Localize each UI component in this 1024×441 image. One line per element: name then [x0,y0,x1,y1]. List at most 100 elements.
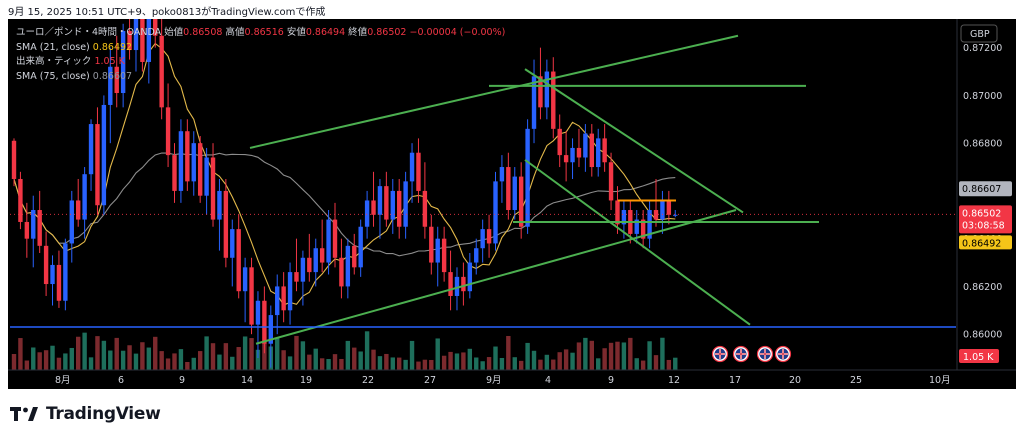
volume-bar [596,358,601,370]
drawings [10,34,956,345]
candle-body [589,133,594,168]
legend-open-label: 始値 [164,27,184,38]
candle-body [615,200,620,225]
sma75-path [13,152,676,257]
time-tick-label: 20 [789,375,801,386]
candle-body [294,272,299,282]
volume-bar [390,357,395,370]
candle-body [403,181,408,227]
uk-flag-icon [774,345,792,363]
sma75-tag-box [959,181,1012,197]
volume-bar [307,354,312,370]
time-tick-label: 22 [362,375,374,386]
volume-bar [300,341,306,370]
price-chart[interactable]: 0.872000.870000.868000.866000.864000.862… [8,19,1016,389]
volume-bar [653,355,659,370]
volume-bar [249,338,254,370]
candle-body [640,219,646,239]
volume-bar [217,354,222,370]
legend-row-sma75: SMA (75, close) 0.86607 [16,70,505,85]
volume-bar [371,349,376,370]
volume-bar [583,337,588,370]
volume-bar [474,357,479,370]
volume-bar [499,357,505,370]
volume-bar [43,350,49,370]
volume-bar [114,337,119,370]
event-markers [711,345,792,363]
time-tick-label: 9 [608,375,614,386]
candle-body [461,276,466,292]
sma21-price-tag: 0.86492 [959,235,1012,250]
candle-body [441,238,447,273]
candle-body [172,155,177,191]
candle-body [120,30,126,94]
uk-flag-icon [732,345,750,363]
legend-sma75-label: SMA (75, close) [16,70,90,82]
volume-bar [108,350,113,370]
candle-body [127,30,132,51]
volume-bar [467,348,473,370]
candle-body [31,210,36,239]
volume-bar [31,347,36,370]
volume-bar [18,338,23,370]
sma21-path [13,42,676,306]
volume-bar [345,340,351,370]
volume-bar [178,349,184,370]
candle-body [499,167,505,182]
volume-bar [255,349,261,370]
volume-bar [63,353,68,370]
volume-bar [120,350,126,370]
candle-body [88,124,94,175]
uk-flag-icon [756,345,774,363]
volume-bar [50,345,55,370]
volume-bar [531,350,537,370]
volume-bar [480,361,485,370]
tradingview-logo-text: TradingView [46,404,161,424]
volume-bar [364,331,370,370]
volume-bar [95,336,100,370]
candle-body [159,35,164,108]
candle-body [429,226,434,263]
volume-bar [281,350,286,370]
legend-close-value: 0.86502 [367,27,407,38]
volume-tag-box [959,349,999,363]
time-tick-label: 6 [118,375,124,386]
candle-body [249,267,254,325]
candle-body [332,219,338,258]
candle-body [82,174,87,220]
tradingview-logo[interactable]: TradingView [10,404,161,424]
descending-top-line [524,68,744,214]
candle-body [634,219,639,234]
volume-bar [397,357,402,370]
volume-bar [223,343,229,370]
price-tick-label: 0.86200 [963,282,1002,293]
candle-body [11,140,17,179]
candle-body [281,286,286,311]
time-tick-label: 9 [179,375,185,386]
candle-body [486,229,492,244]
candle-body [275,286,280,316]
candle-body [525,128,530,227]
descending-bottom-line [524,159,751,326]
candle-body [210,157,216,220]
candle-body [448,272,453,296]
currency-badge-label: GBP [970,29,990,40]
candle-body [242,267,248,292]
chart-panel[interactable]: 0.872000.870000.868000.866000.864000.862… [8,19,1016,389]
candle-body [621,210,627,225]
candle-body [287,272,293,311]
time-tick-label: 17 [729,375,741,386]
legend-sma75-value: 0.86607 [92,70,133,82]
volume-bar [416,361,421,370]
time-tick-label: 8月 [55,375,71,386]
volume-bar [673,357,678,370]
volume-bar [88,357,94,370]
candle-body [197,143,203,196]
volume-bar [441,355,447,370]
upper-channel-line [249,34,739,149]
candle-body [596,138,601,168]
volume-bar [37,352,42,370]
candles [11,19,678,368]
volume-tag: 1.05 K [959,349,999,363]
volume-bar [287,356,293,370]
